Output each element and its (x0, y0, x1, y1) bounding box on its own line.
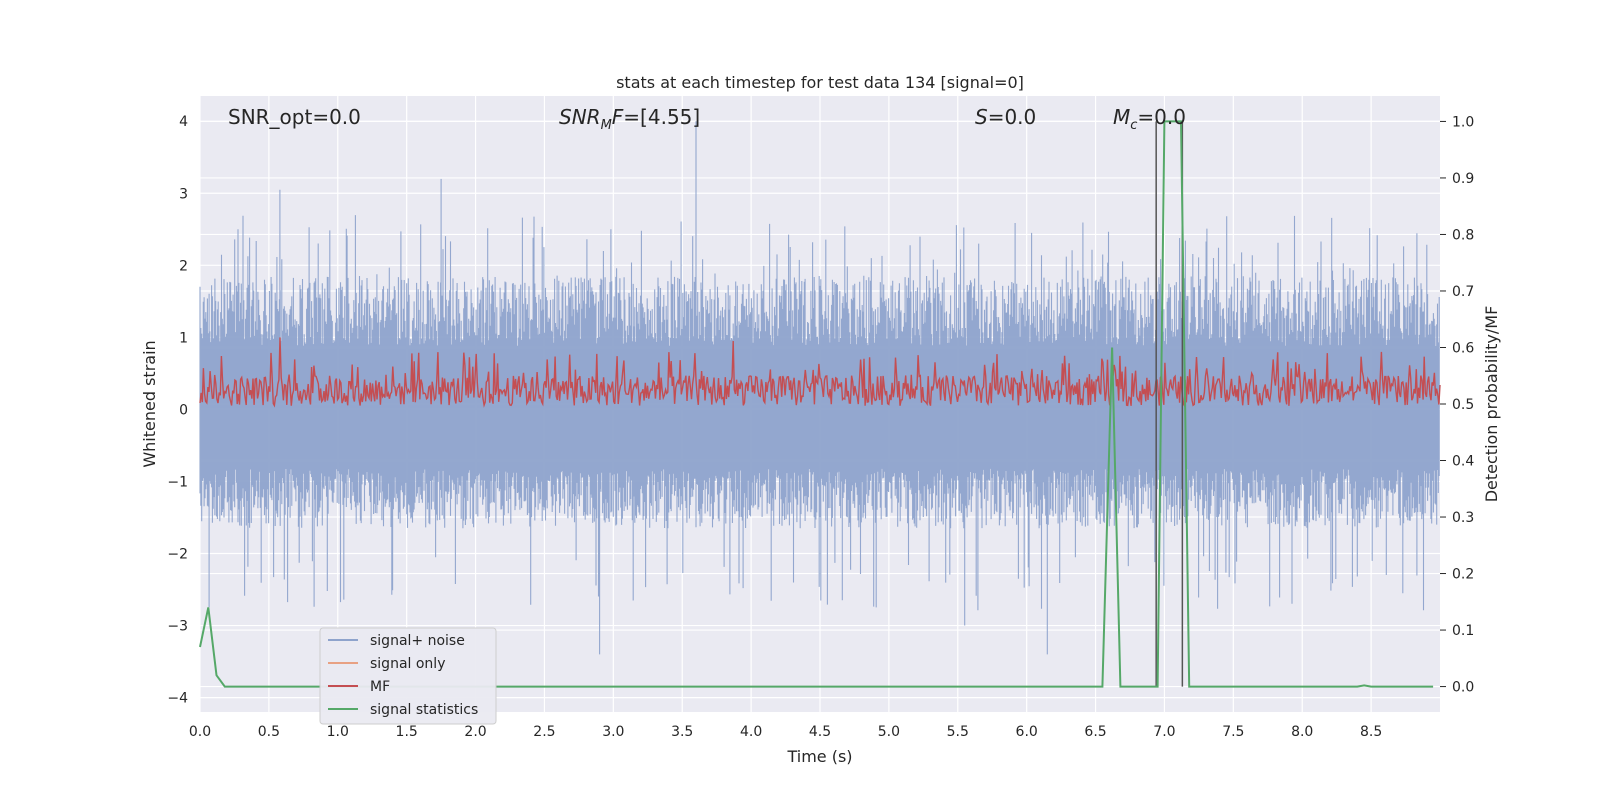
y-right-tick-labels: 1.0 0.9 0.8 0.7 0.6 0.5 0.4 0.3 0.2 0.1 0.0 (1440, 114, 1474, 696)
x-tick-label: 8.0 (1291, 724, 1313, 740)
x-tick-label: 0.0 (189, 724, 211, 740)
y-right-axis-label: Detection probability/MF (1482, 306, 1501, 503)
y-right-tick-label: 0.0 (1452, 680, 1474, 696)
legend-label-signal-only: signal only (370, 656, 445, 672)
series-mf (199, 337, 1441, 408)
x-tick-label: 4.5 (809, 724, 831, 740)
x-tick-label: 1.0 (327, 724, 349, 740)
annotation-s: S=0.0 (975, 105, 1036, 129)
legend-label-signal-noise: signal+ noise (370, 633, 465, 649)
x-tick-label: 1.5 (396, 724, 418, 740)
y-tick-label: 1 (179, 330, 188, 346)
y-tick-label: 4 (179, 114, 188, 130)
x-axis-label: Time (s) (786, 747, 852, 766)
legend-label-signal-statistics: signal statistics (370, 702, 478, 718)
x-tick-label: 3.0 (602, 724, 624, 740)
y-right-tick-label: 1.0 (1452, 114, 1474, 130)
y-right-tick-label: 0.2 (1452, 567, 1474, 583)
y-right-tick-label: 0.9 (1452, 171, 1474, 187)
y-tick-label: −2 (167, 546, 188, 562)
y-tick-labels: 4 3 2 1 0 −1 −2 −3 −4 (167, 114, 188, 706)
y-right-tick-label: 0.1 (1452, 623, 1474, 639)
y-tick-label: 0 (179, 402, 188, 418)
x-tick-label: 6.5 (1084, 724, 1106, 740)
chart-title: stats at each timestep for test data 134… (616, 73, 1024, 92)
legend: signal+ noise signal only MF signal stat… (319, 627, 497, 725)
x-tick-label: 5.5 (947, 724, 969, 740)
x-tick-label: 7.0 (1153, 724, 1175, 740)
mf-trace (199, 337, 1441, 408)
legend-label-mf: MF (370, 679, 390, 695)
x-tick-label: 0.5 (258, 724, 280, 740)
y-right-tick-label: 0.6 (1452, 340, 1474, 356)
y-tick-label: 2 (179, 258, 188, 274)
y-right-tick-label: 0.3 (1452, 510, 1474, 526)
x-tick-label: 8.5 (1360, 724, 1382, 740)
y-axis-label: Whitened strain (140, 340, 159, 467)
annotation-snr-mf: SNRMF=[4.55] (559, 105, 700, 133)
x-tick-label: 2.0 (464, 724, 486, 740)
x-tick-label: 6.0 (1016, 724, 1038, 740)
annotation-snr-opt: SNR_opt=0.0 (228, 105, 361, 129)
x-tick-label: 3.5 (671, 724, 693, 740)
legend-box (319, 627, 497, 725)
y-tick-label: 3 (179, 186, 188, 202)
y-right-tick-label: 0.4 (1452, 454, 1474, 470)
y-tick-label: −3 (167, 619, 188, 635)
annotation-mc: Mc=0.0 (1113, 105, 1186, 133)
x-tick-label: 2.5 (533, 724, 555, 740)
y-tick-label: −1 (167, 474, 188, 490)
x-tick-label: 7.5 (1222, 724, 1244, 740)
y-right-tick-label: 0.8 (1452, 227, 1474, 243)
y-right-tick-label: 0.7 (1452, 284, 1474, 300)
x-tick-label: 5.0 (878, 724, 900, 740)
y-right-tick-label: 0.5 (1452, 397, 1474, 413)
y-tick-label: −4 (167, 691, 188, 707)
x-tick-labels: 0.0 0.5 1.0 1.5 2.0 2.5 3.0 3.5 4.0 4.5 5.0 5.5 6.0 6… (189, 724, 1382, 740)
x-tick-label: 4.0 (740, 724, 762, 740)
signal-statistics-trace (199, 120, 1434, 688)
series-signal-statistics (199, 120, 1434, 688)
